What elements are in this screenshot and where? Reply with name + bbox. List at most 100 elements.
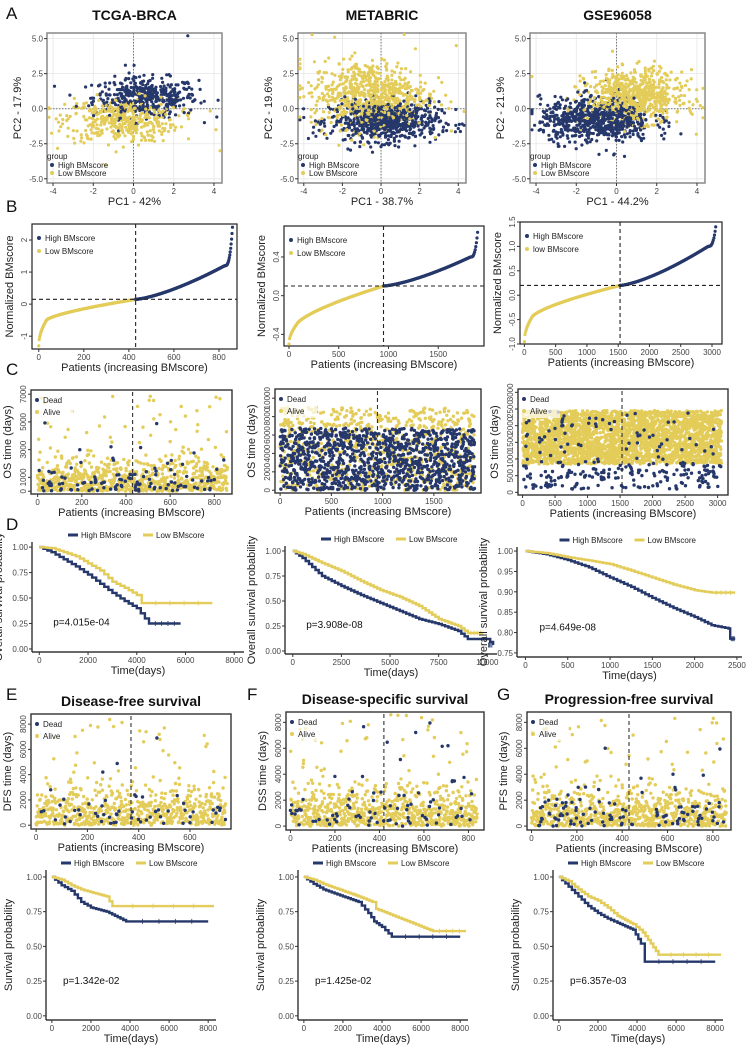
data-point [596,125,600,129]
data-point [89,128,93,132]
data-point [190,93,195,97]
data-point [639,123,644,127]
data-point [151,73,155,77]
data-point [135,128,139,132]
data-point [140,134,144,138]
data-point [120,128,125,133]
data-point [365,78,369,82]
data-point [161,80,165,84]
data-point [302,95,306,99]
data-point [585,141,589,145]
data-point [434,114,438,118]
data-point [399,122,404,126]
data-point [602,95,606,99]
data-point [379,81,384,85]
data-point [591,124,595,128]
data-point [538,102,542,106]
data-point [390,69,394,73]
data-point [93,131,97,135]
data-point [115,93,119,97]
data-point [566,109,570,113]
data-point [153,110,157,114]
data-point [103,85,107,89]
data-point [397,98,401,102]
data-point [634,80,638,85]
data-point [362,88,367,92]
data-point [133,81,137,85]
data-point [176,98,180,102]
data-point [689,77,693,81]
data-point [74,104,78,108]
data-point [144,83,148,88]
data-point [353,51,357,55]
data-point [350,87,354,91]
data-point [152,94,156,98]
data-point [100,128,104,132]
data-point [108,81,112,85]
data-point [383,110,387,115]
data-point [595,113,599,118]
data-point [369,98,373,102]
data-point [390,105,394,109]
x-tick-label: 1000 [578,348,596,357]
data-point [680,70,684,74]
data-point [385,125,389,129]
plot-frame [46,32,223,184]
data-point [89,137,93,141]
data-point [665,83,669,87]
legend-key [533,171,537,175]
data-point [413,106,417,111]
data-point [639,82,643,86]
data-point [161,139,165,143]
data-point [331,129,335,133]
data-point [599,95,603,99]
data-point [631,75,635,79]
data-point [230,237,234,241]
data-point [63,102,67,106]
data-point [624,86,629,90]
data-point [140,80,144,84]
data-point [347,133,351,138]
data-point [330,83,334,87]
data-point [153,87,157,91]
data-point [114,137,118,141]
legend-key [289,238,293,242]
data-point [182,86,186,90]
data-point [398,71,402,75]
data-point [185,87,189,91]
data-point [390,96,395,100]
data-point [156,116,160,120]
data-point [384,95,388,100]
data-point [628,135,632,139]
data-point [631,101,635,106]
data-point [84,128,88,133]
data-point [142,136,147,140]
data-point [197,78,201,82]
data-point [127,130,131,134]
data-point [621,140,625,144]
data-point-alive [41,466,45,470]
legend-label: low BMscore [533,245,579,254]
data-point [371,72,375,76]
data-point [541,130,546,134]
data-point [433,119,437,123]
x-tick-label: 4 [212,187,217,196]
data-point [167,96,171,100]
data-point [574,147,578,151]
data-point [343,137,347,142]
data-point [72,96,76,100]
data-point [444,121,448,125]
data-point [352,118,356,122]
data-point [395,87,399,91]
data-point [420,123,424,127]
data-point [343,112,347,116]
data-point [665,92,669,96]
data-point [360,109,364,113]
data-point [315,108,319,112]
data-point [632,68,637,72]
data-point [386,142,390,146]
data-point [353,114,357,118]
data-point [579,126,583,130]
data-point [363,122,367,126]
